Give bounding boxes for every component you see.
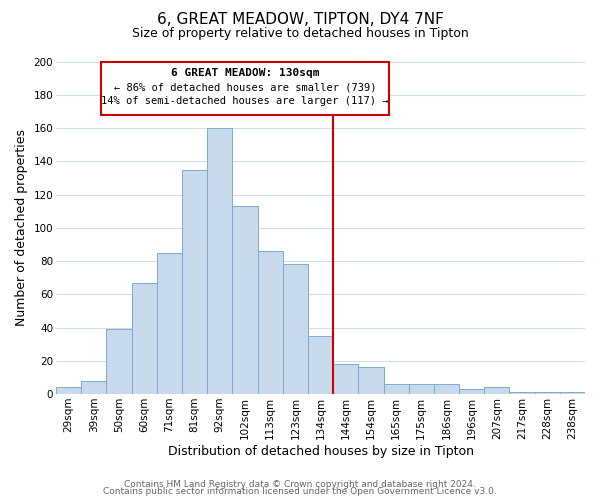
- Text: ← 86% of detached houses are smaller (739): ← 86% of detached houses are smaller (73…: [114, 82, 376, 92]
- Bar: [106, 329, 131, 394]
- Bar: [257, 251, 283, 394]
- Text: Contains HM Land Registry data © Crown copyright and database right 2024.: Contains HM Land Registry data © Crown c…: [124, 480, 476, 489]
- X-axis label: Distribution of detached houses by size in Tipton: Distribution of detached houses by size …: [167, 444, 473, 458]
- Bar: [383, 384, 409, 394]
- Text: 6 GREAT MEADOW: 130sqm: 6 GREAT MEADOW: 130sqm: [171, 68, 319, 78]
- Bar: [484, 388, 509, 394]
- Text: 14% of semi-detached houses are larger (117) →: 14% of semi-detached houses are larger (…: [101, 96, 389, 106]
- Bar: [459, 389, 484, 394]
- Bar: [232, 206, 257, 394]
- Bar: [333, 364, 358, 394]
- Bar: [434, 384, 459, 394]
- Y-axis label: Number of detached properties: Number of detached properties: [15, 130, 28, 326]
- Bar: [157, 252, 182, 394]
- Bar: [207, 128, 232, 394]
- Bar: [535, 392, 560, 394]
- Text: Size of property relative to detached houses in Tipton: Size of property relative to detached ho…: [131, 28, 469, 40]
- Bar: [283, 264, 308, 394]
- Text: Contains public sector information licensed under the Open Government Licence v3: Contains public sector information licen…: [103, 487, 497, 496]
- Bar: [308, 336, 333, 394]
- Bar: [182, 170, 207, 394]
- Bar: [358, 368, 383, 394]
- Bar: [81, 380, 106, 394]
- Bar: [409, 384, 434, 394]
- Bar: [560, 392, 585, 394]
- FancyBboxPatch shape: [101, 62, 389, 114]
- Bar: [131, 282, 157, 394]
- Bar: [509, 392, 535, 394]
- Text: 6, GREAT MEADOW, TIPTON, DY4 7NF: 6, GREAT MEADOW, TIPTON, DY4 7NF: [157, 12, 443, 28]
- Bar: [56, 388, 81, 394]
